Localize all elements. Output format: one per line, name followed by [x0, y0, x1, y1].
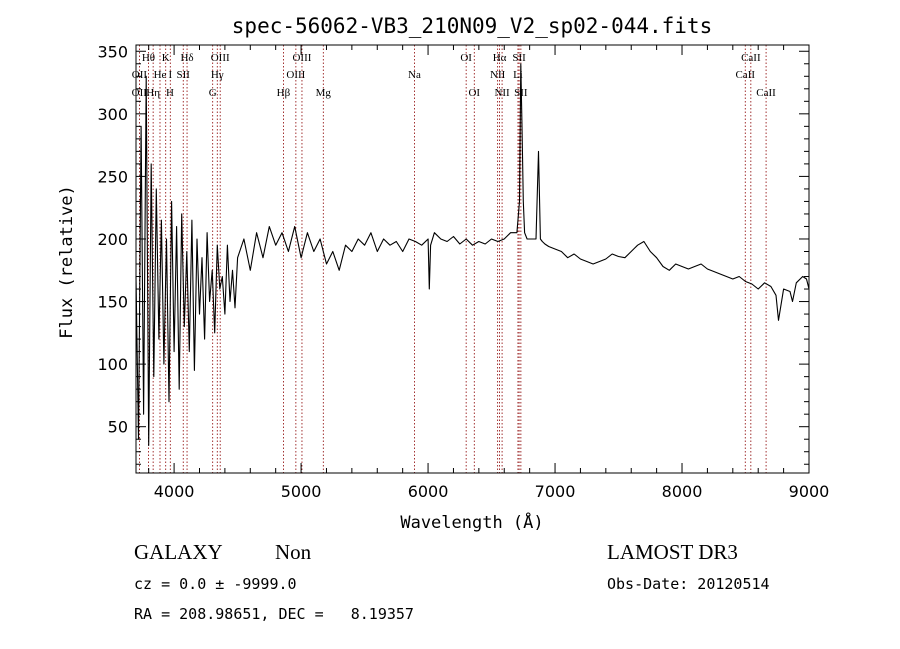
line-label: SII — [512, 52, 526, 64]
line-label: CaII — [756, 87, 776, 99]
y-tick-label: 300 — [97, 105, 128, 124]
line-label: CaII — [741, 52, 761, 64]
obs-date: Obs-Date: 20120514 — [607, 575, 770, 593]
x-tick-label: 7000 — [535, 482, 576, 501]
x-tick-label: 5000 — [281, 482, 322, 501]
x-tick-label: 6000 — [408, 482, 449, 501]
line-label: OI — [460, 52, 472, 64]
y-tick-label: 150 — [97, 293, 128, 312]
emission-line-labels: Hθ K Hδ OIII OIII OI Hα SII CaII OII He I SII Hγ OIII N… — [132, 52, 777, 99]
object-class: GALAXY — [134, 540, 223, 564]
y-axis-label: Flux (relative) — [57, 185, 77, 339]
line-label: He — [154, 69, 167, 81]
object-subclass: Non — [275, 540, 312, 564]
line-label: NII — [494, 87, 510, 99]
line-label: OIII — [292, 52, 311, 64]
x-axis: 4000 5000 6000 7000 8000 9000 — [148, 45, 830, 501]
line-label: CaII — [735, 69, 755, 81]
x-tick-label: 9000 — [789, 482, 830, 501]
y-tick-label: 200 — [97, 230, 128, 249]
coordinates: RA = 208.98651, DEC = 8.19357 — [134, 605, 414, 623]
emission-line-markers — [139, 45, 767, 473]
line-label: G — [209, 87, 217, 99]
x-axis-label: Wavelength (Å) — [400, 511, 543, 533]
y-tick-label: 100 — [97, 355, 128, 374]
line-label: Hη — [146, 87, 160, 99]
line-label: NII — [490, 69, 506, 81]
line-label: Hδ — [180, 52, 193, 64]
y-tick-label: 350 — [97, 42, 128, 61]
line-label: Hγ — [211, 69, 224, 81]
line-label: OIII — [286, 69, 305, 81]
spectrum-series — [135, 63, 810, 447]
x-tick-label: 8000 — [662, 482, 703, 501]
line-label: OIII — [211, 52, 230, 64]
line-label: K — [162, 52, 170, 64]
chart-title: spec-56062-VB3_210N09_V2_sp02-044.fits — [232, 14, 712, 38]
line-label: Hθ — [142, 52, 155, 64]
y-axis: 50 100 150 200 250 300 350 — [97, 42, 809, 465]
y-tick-label: 250 — [97, 167, 128, 186]
line-label: Hβ — [277, 87, 291, 99]
spectrum-line — [135, 63, 810, 447]
redshift-readout: cz = 0.0 ± -9999.0 — [134, 575, 297, 593]
line-label: OI — [468, 87, 480, 99]
survey-name: LAMOST DR3 — [607, 540, 738, 564]
line-label: Na — [408, 69, 421, 81]
plot-frame — [135, 44, 810, 474]
line-label: Li — [513, 69, 523, 81]
line-label: I — [168, 69, 172, 81]
line-label: OII — [132, 69, 148, 81]
line-label: Mg — [316, 87, 332, 99]
y-tick-label: 50 — [108, 418, 128, 437]
line-label: H — [166, 87, 174, 99]
line-label: Hα — [493, 52, 507, 64]
line-label: SII — [177, 69, 191, 81]
x-tick-label: 4000 — [154, 482, 195, 501]
